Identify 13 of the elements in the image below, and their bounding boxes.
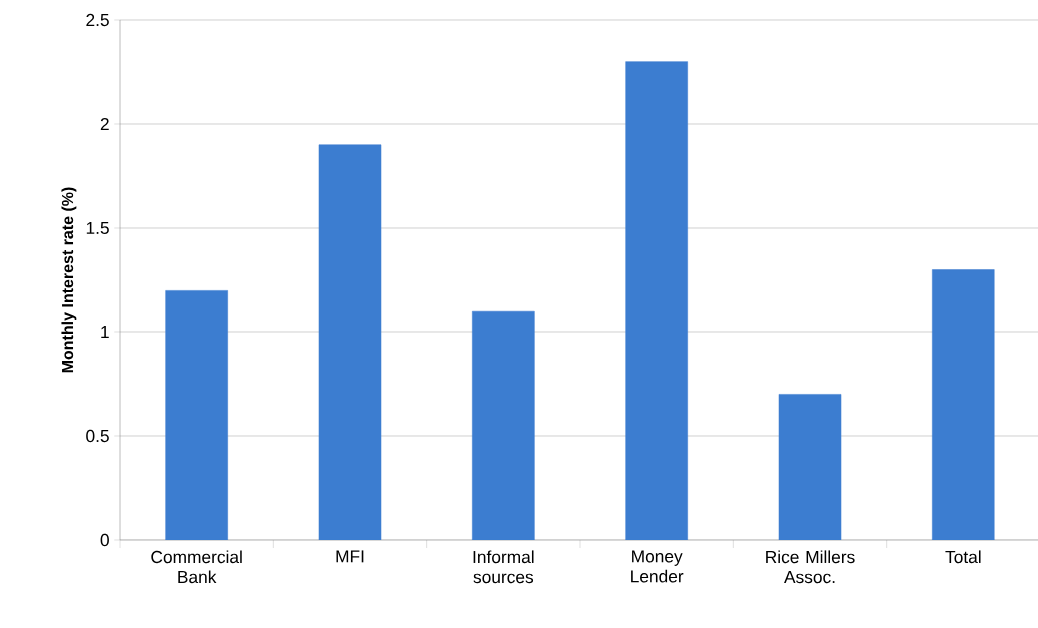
y-tick-label: 2 [100, 117, 109, 131]
y-axis-title: Monthly Interest rate (%) [61, 187, 77, 373]
x-tick-label: MFI [336, 550, 364, 563]
x-tick-label: Commercial Bank [151, 550, 242, 584]
x-tick-label: Money Lender [631, 550, 684, 583]
y-tick-label: 0.5 [86, 429, 109, 443]
x-tick-label: Total [945, 550, 981, 564]
y-tick-label: 1.5 [86, 221, 109, 235]
x-tick-label: Rice Millers Assoc. [766, 550, 855, 584]
y-tick-label: 0 [100, 533, 109, 547]
y-tick-label: 1 [101, 326, 109, 338]
y-tick-label: 2.5 [86, 13, 109, 27]
x-tick-label: Informal sources [473, 550, 534, 584]
